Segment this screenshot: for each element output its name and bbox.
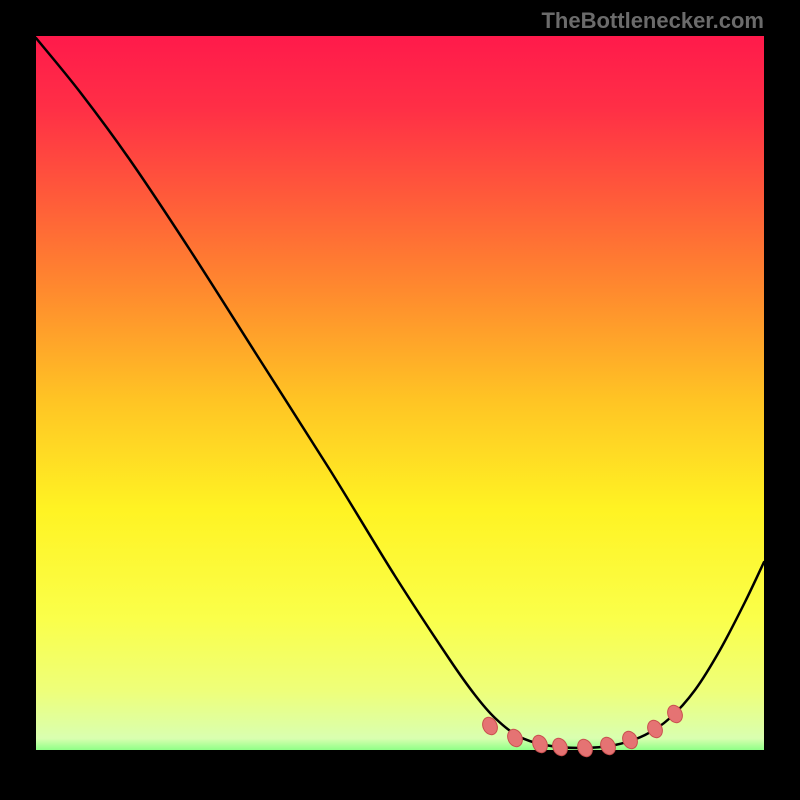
plot-gradient-area — [36, 36, 764, 764]
chart-container: TheBottlenecker.com — [0, 0, 800, 800]
bottom-black-strip — [36, 750, 764, 764]
watermark-text: TheBottlenecker.com — [541, 8, 764, 34]
